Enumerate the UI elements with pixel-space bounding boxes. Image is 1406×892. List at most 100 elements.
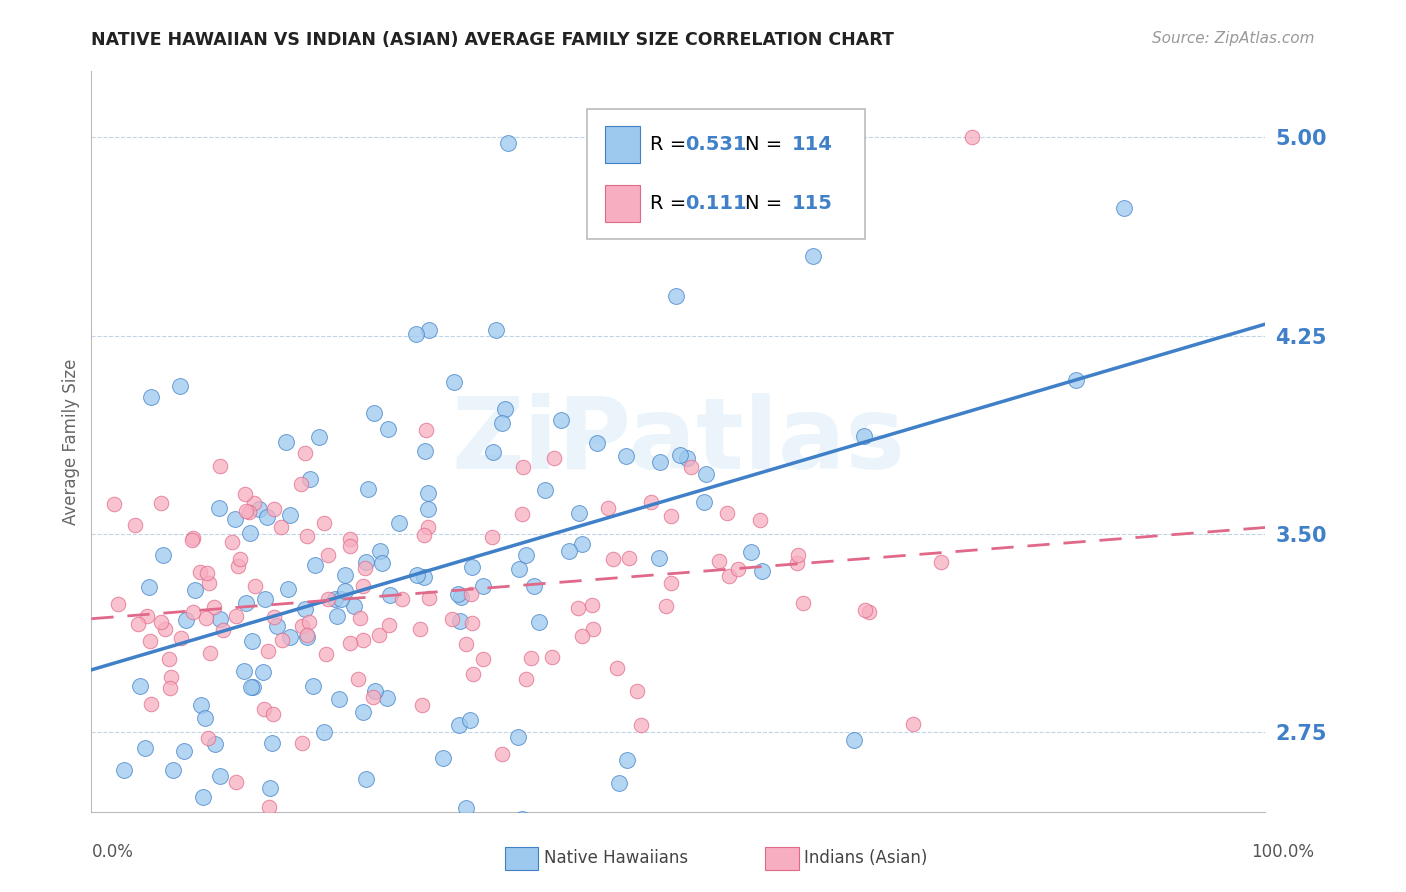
Point: [450, 590, 472, 604]
Point: [347, 672, 370, 686]
Point: [228, 558, 250, 573]
Point: [520, 651, 543, 665]
Point: [740, 545, 762, 559]
Point: [406, 568, 429, 582]
Point: [134, 740, 156, 755]
Point: [326, 609, 349, 624]
Point: [510, 507, 533, 521]
Point: [188, 565, 211, 579]
Point: [415, 424, 437, 438]
Text: Source: ZipAtlas.com: Source: ZipAtlas.com: [1152, 31, 1315, 46]
Point: [461, 559, 484, 574]
Point: [207, 500, 229, 515]
Point: [301, 679, 323, 693]
Point: [460, 587, 482, 601]
Point: [252, 665, 274, 680]
Point: [515, 548, 537, 562]
Point: [124, 517, 146, 532]
Text: 0.0%: 0.0%: [91, 843, 134, 861]
Point: [190, 698, 212, 713]
Point: [423, 814, 446, 829]
Point: [412, 570, 434, 584]
Point: [550, 413, 572, 427]
Point: [290, 476, 312, 491]
Point: [173, 744, 195, 758]
Point: [243, 579, 266, 593]
Point: [567, 600, 589, 615]
Point: [1114, 201, 1136, 215]
Point: [707, 554, 730, 568]
Point: [294, 446, 316, 460]
Point: [274, 434, 297, 449]
Point: [139, 634, 162, 648]
Point: [1066, 373, 1088, 387]
Point: [626, 683, 648, 698]
Point: [224, 512, 246, 526]
Point: [197, 731, 219, 746]
Point: [416, 502, 439, 516]
Point: [614, 449, 637, 463]
Point: [616, 753, 638, 767]
Point: [291, 736, 314, 750]
Point: [412, 528, 434, 542]
Point: [328, 692, 350, 706]
Point: [239, 680, 262, 694]
Point: [749, 514, 772, 528]
Point: [315, 647, 337, 661]
Point: [571, 537, 593, 551]
Point: [349, 611, 371, 625]
Point: [308, 429, 330, 443]
Point: [150, 495, 173, 509]
Point: [571, 629, 593, 643]
Point: [727, 561, 749, 575]
Point: [515, 672, 537, 686]
Point: [208, 769, 231, 783]
Point: [368, 544, 391, 558]
Point: [312, 725, 335, 739]
Point: [602, 552, 624, 566]
Point: [247, 502, 270, 516]
Text: N =: N =: [745, 194, 789, 212]
Point: [617, 551, 640, 566]
Text: 0.531: 0.531: [685, 136, 747, 154]
Point: [363, 684, 385, 698]
Point: [263, 502, 285, 516]
Point: [238, 505, 260, 519]
Point: [454, 637, 477, 651]
Point: [225, 608, 247, 623]
Point: [751, 564, 773, 578]
Point: [318, 548, 340, 562]
Point: [508, 730, 530, 744]
Point: [717, 569, 740, 583]
Point: [253, 591, 276, 606]
Point: [786, 556, 808, 570]
Point: [368, 628, 391, 642]
Point: [441, 612, 464, 626]
Point: [787, 549, 810, 563]
Point: [329, 591, 352, 606]
Text: NATIVE HAWAIIAN VS INDIAN (ASIAN) AVERAGE FAMILY SIZE CORRELATION CHART: NATIVE HAWAIIAN VS INDIAN (ASIAN) AVERAG…: [91, 31, 894, 49]
Point: [482, 445, 505, 459]
Point: [128, 680, 150, 694]
Text: R =: R =: [650, 136, 692, 154]
Point: [681, 459, 703, 474]
Point: [176, 614, 198, 628]
Point: [416, 520, 439, 534]
Text: 114: 114: [792, 136, 832, 154]
Point: [139, 697, 162, 711]
Point: [181, 605, 204, 619]
Point: [356, 772, 378, 786]
Point: [352, 579, 374, 593]
Point: [233, 487, 256, 501]
Point: [418, 591, 440, 605]
Point: [716, 506, 738, 520]
Point: [266, 619, 288, 633]
Point: [558, 544, 581, 558]
Point: [335, 567, 357, 582]
Point: [960, 130, 983, 145]
Point: [277, 582, 299, 597]
Point: [512, 459, 534, 474]
Point: [194, 611, 217, 625]
Point: [472, 652, 495, 666]
Point: [343, 599, 366, 613]
